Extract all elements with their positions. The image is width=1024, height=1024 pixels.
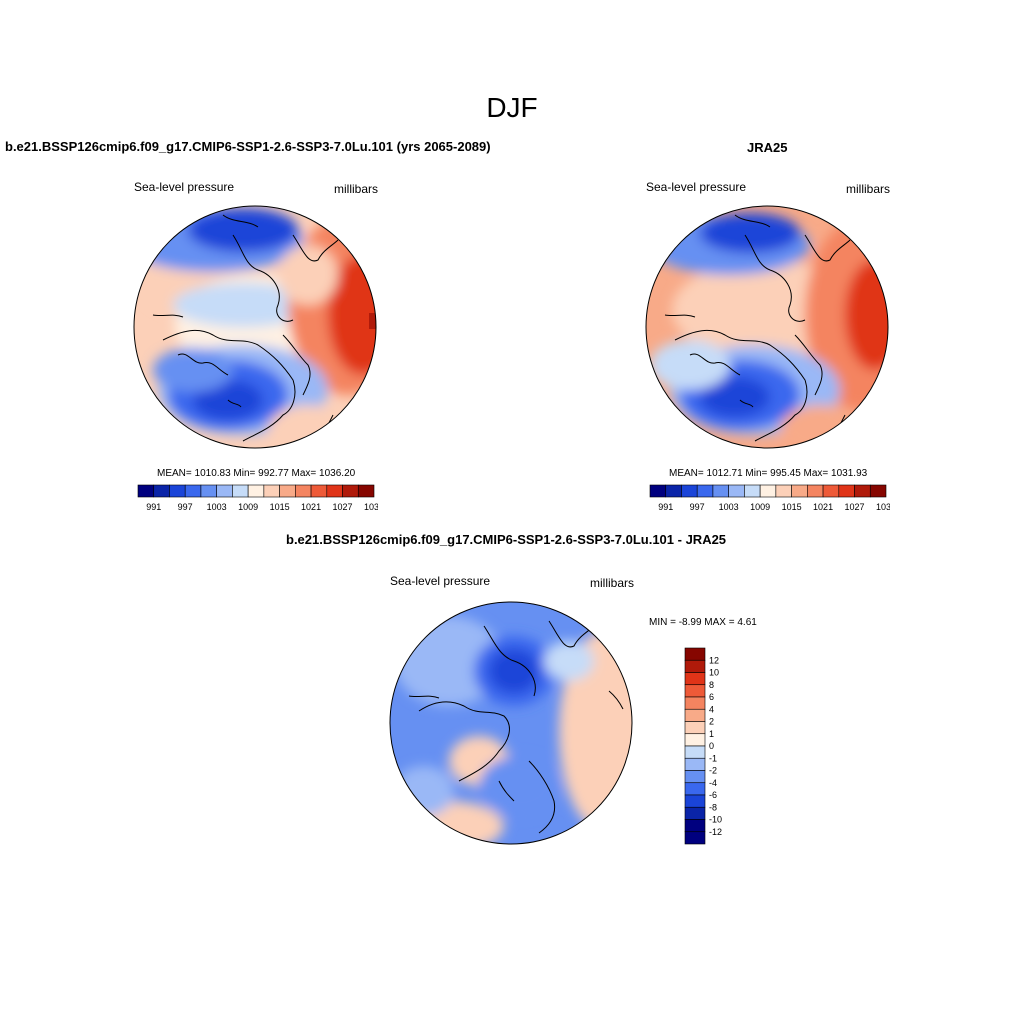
panel3-title: b.e21.BSSP126cmip6.f09_g17.CMIP6-SSP1-2.… (286, 532, 727, 547)
colorbar-difference-swatch (684, 770, 706, 784)
colorbar-model-tick-label: 1021 (301, 502, 321, 512)
colorbar-difference-swatch (684, 684, 706, 698)
colorbar-model-swatch (279, 484, 296, 498)
colorbar-difference-tick-label: 6 (709, 692, 714, 702)
colorbar-difference-tick-label: -10 (709, 815, 722, 825)
colorbar-model-tick-label: 1033 (364, 502, 378, 512)
colorbar-jra25: 991 997 1003 1009 1015 1021 1027 1033 (649, 484, 890, 512)
colorbar-difference-swatch (684, 708, 706, 722)
colorbar-jra25-tick-label: 1021 (813, 502, 833, 512)
colorbar-model: 991 997 1003 1009 1015 1021 1027 1033 (137, 484, 378, 512)
colorbar-difference-swatch (684, 782, 706, 796)
colorbar-jra25-tick-label: 1033 (876, 502, 890, 512)
colorbar-model-tick-label: 1015 (270, 502, 290, 512)
colorbar-difference-swatch (684, 806, 706, 820)
colorbar-difference-tick-label: 4 (709, 704, 714, 714)
map-jra25-slp (645, 205, 889, 449)
colorbar-model-swatch (232, 484, 249, 498)
colorbar-jra25-tick-label: 1027 (845, 502, 865, 512)
colorbar-difference-tick-label: -4 (709, 778, 717, 788)
colorbar-model-swatch (247, 484, 265, 498)
colorbar-difference-swatch (684, 757, 706, 771)
colorbar-jra25-swatch (681, 484, 698, 498)
colorbar-difference-tick-label: 8 (709, 680, 714, 690)
colorbar-model-swatch (169, 484, 186, 498)
colorbar-model-swatch (326, 484, 343, 498)
map-model-slp (133, 205, 377, 449)
colorbar-difference-tick-label: -8 (709, 802, 717, 812)
colorbar-difference-swatch (684, 819, 706, 833)
panel2-variable-label: Sea-level pressure (646, 180, 747, 194)
colorbar-difference-swatch (684, 672, 706, 686)
map-difference-slp (389, 601, 633, 845)
colorbar-model-swatch (295, 484, 312, 498)
colorbar-difference-swatch (684, 647, 706, 661)
colorbar-difference-tick-label: -6 (709, 790, 717, 800)
colorbar-jra25-swatch (807, 484, 824, 498)
colorbar-model-swatch (153, 484, 170, 498)
colorbar-difference-swatch (684, 659, 706, 673)
colorbar-model-tick-label: 997 (178, 502, 193, 512)
colorbar-jra25-swatch (838, 484, 855, 498)
colorbar-jra25-swatch (822, 484, 840, 498)
colorbar-model-swatch (200, 484, 217, 498)
panel2-stats: MEAN= 1012.71 Min= 995.45 Max= 1031.93 (669, 468, 868, 479)
colorbar-jra25-swatch (744, 484, 761, 498)
colorbar-difference-tick-label: 0 (709, 741, 714, 751)
colorbar-difference-tick-label: -2 (709, 766, 717, 776)
panel3-units-label: millibars (590, 576, 635, 590)
colorbar-jra25-tick-label: 991 (658, 502, 673, 512)
figure-title: DJF (486, 92, 538, 123)
colorbar-jra25-swatch (665, 484, 682, 498)
colorbar-jra25-swatch (728, 484, 745, 498)
colorbar-difference-swatch (684, 831, 706, 845)
colorbar-jra25-swatch (712, 484, 729, 498)
colorbar-model-swatch (342, 484, 359, 498)
colorbar-jra25-tick-label: 1009 (750, 502, 770, 512)
colorbar-jra25-swatch (649, 484, 667, 498)
panel1-variable-label: Sea-level pressure (134, 180, 235, 194)
colorbar-model-tick-label: 1003 (207, 502, 227, 512)
panel1-units-label: millibars (334, 182, 379, 196)
colorbar-difference-swatch (684, 696, 706, 710)
colorbar-jra25-tick-label: 1003 (719, 502, 739, 512)
colorbar-difference-tick-label: 2 (709, 717, 714, 727)
colorbar-difference-tick-label: -1 (709, 753, 717, 763)
colorbar-difference-tick-label: 10 (709, 668, 719, 678)
panel1-stats: MEAN= 1010.83 Min= 992.77 Max= 1036.20 (157, 468, 356, 479)
colorbar-model-swatch (263, 484, 280, 498)
colorbar-jra25-swatch (696, 484, 714, 498)
colorbar-jra25-tick-label: 1015 (782, 502, 802, 512)
colorbar-difference-swatch (684, 733, 706, 747)
colorbar-jra25-swatch (854, 484, 871, 498)
panel2-title: JRA25 (747, 140, 788, 155)
colorbar-model-swatch (310, 484, 328, 498)
panel3-variable-label: Sea-level pressure (390, 574, 491, 588)
colorbar-jra25-tick-label: 997 (690, 502, 705, 512)
colorbar-model-swatch (357, 484, 375, 498)
colorbar-model-swatch (137, 484, 155, 498)
colorbar-model-tick-label: 1009 (238, 502, 258, 512)
colorbar-jra25-swatch (775, 484, 792, 498)
colorbar-difference-swatch (684, 721, 706, 735)
colorbar-difference-tick-label: 12 (709, 655, 719, 665)
colorbar-difference-swatch (684, 745, 706, 759)
colorbar-difference-swatch (684, 794, 706, 808)
colorbar-model-swatch (184, 484, 202, 498)
colorbar-jra25-swatch (759, 484, 777, 498)
colorbar-difference-tick-label: 1 (709, 729, 714, 739)
panel3-stats: MIN = -8.99 MAX = 4.61 (649, 617, 757, 628)
panel1-title: b.e21.BSSP126cmip6.f09_g17.CMIP6-SSP1-2.… (5, 139, 491, 154)
colorbar-jra25-swatch (869, 484, 887, 498)
colorbar-model-tick-label: 991 (146, 502, 161, 512)
colorbar-model-swatch (216, 484, 233, 498)
panel2-units-label: millibars (846, 182, 891, 196)
colorbar-jra25-swatch (791, 484, 808, 498)
colorbar-model-tick-label: 1027 (333, 502, 353, 512)
colorbar-difference-tick-label: -12 (709, 827, 722, 837)
